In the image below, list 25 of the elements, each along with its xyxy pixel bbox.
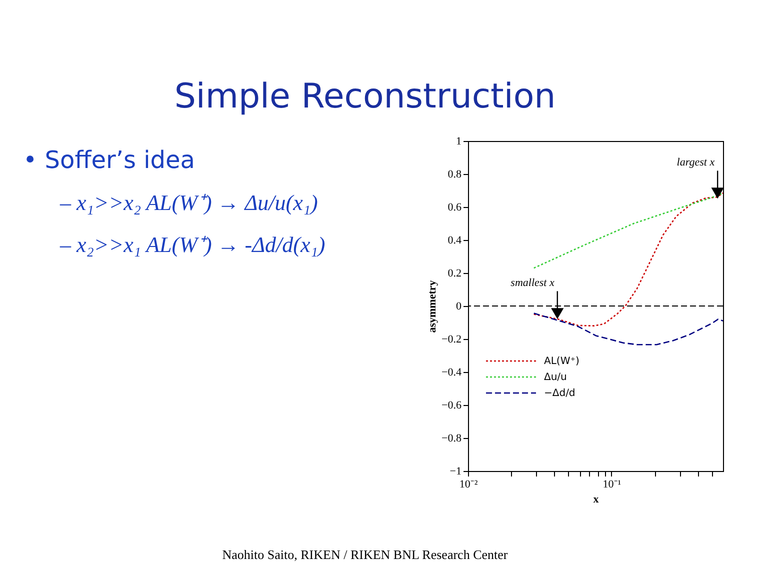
text: • Soffer’s idea	[23, 146, 196, 174]
y-tick-label: 1	[456, 136, 462, 148]
y-tick-label: −0.8	[442, 432, 462, 444]
annotation: largest x	[676, 156, 715, 169]
legend-label: −Δd/d	[544, 388, 576, 399]
y-tick-label: 0	[456, 300, 462, 312]
legend-label: AL(W⁺)	[544, 356, 580, 367]
y-axis-title: asymmetry	[426, 280, 439, 333]
x-tick-label: 10⁻¹	[602, 478, 622, 490]
y-tick-label: 0.2	[448, 268, 462, 280]
text: – x₂>>x₁ AL(W⁺) → -Δd/d(x₁)	[59, 232, 326, 257]
chart-title: Simple Reconstruction	[174, 76, 556, 116]
y-tick-label: 0.4	[448, 234, 462, 246]
x-tick-label: 10⁻²	[459, 478, 478, 490]
y-tick-label: 0.8	[448, 168, 462, 180]
annotation: smallest x	[510, 277, 554, 290]
x-axis-title: x	[593, 494, 600, 506]
y-tick-label: −0.4	[442, 366, 462, 378]
text: – x₁>>x₂ AL(W⁺) → Δu/u(x₁)	[59, 190, 318, 215]
text: Naohito Saito, RIKEN / RIKEN BNL Research Center	[222, 547, 508, 562]
y-tick-label: −0.6	[442, 400, 462, 412]
y-tick-label: 0.6	[448, 202, 462, 214]
legend-label: Δu/u	[544, 372, 567, 383]
y-tick-label: −1	[450, 466, 462, 478]
y-tick-label: −0.2	[442, 334, 462, 346]
